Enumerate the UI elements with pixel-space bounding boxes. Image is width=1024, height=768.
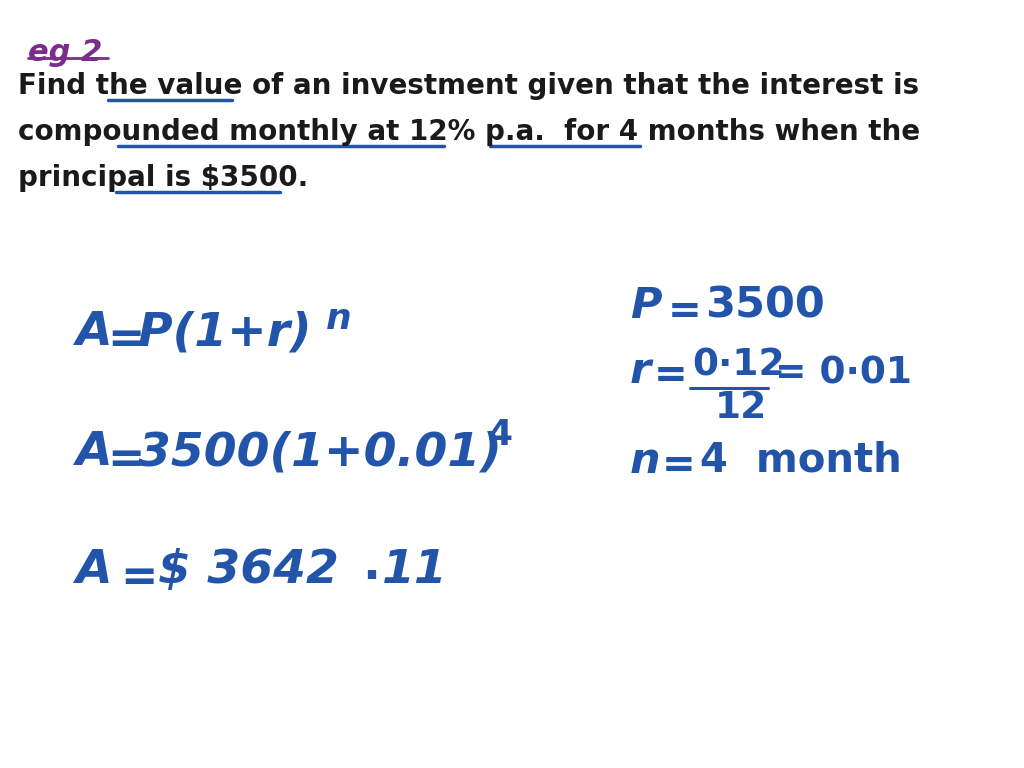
Text: $ 3642: $ 3642 [158,548,339,593]
Text: =: = [106,438,144,481]
Text: n: n [630,440,660,482]
Text: =: = [106,318,144,361]
Text: A: A [75,310,112,355]
Text: r: r [630,350,651,392]
Text: eg 2: eg 2 [28,38,102,67]
Text: 12: 12 [715,390,767,426]
Text: Find the value of an investment given that the interest is: Find the value of an investment given th… [18,72,920,100]
Text: 0·12: 0·12 [692,348,784,384]
Text: 11: 11 [382,548,447,593]
Text: ·: · [362,556,380,601]
Text: compounded monthly at 12% p.a.  for 4 months when the: compounded monthly at 12% p.a. for 4 mon… [18,118,921,146]
Text: A: A [75,548,112,593]
Text: =: = [654,356,688,396]
Text: P(1+r): P(1+r) [138,310,311,355]
Text: =: = [120,556,158,599]
Text: 4  month: 4 month [700,440,902,480]
Text: 3500(1+0.01): 3500(1+0.01) [138,430,502,475]
Text: principal is $3500.: principal is $3500. [18,164,308,192]
Text: = 0·01: = 0·01 [775,356,912,392]
Text: n: n [326,302,352,336]
Text: A: A [75,430,112,475]
Text: =: = [662,446,695,486]
Text: P: P [630,285,662,327]
Text: =: = [668,292,701,332]
Text: 4: 4 [487,418,512,452]
Text: 3500: 3500 [705,285,824,327]
